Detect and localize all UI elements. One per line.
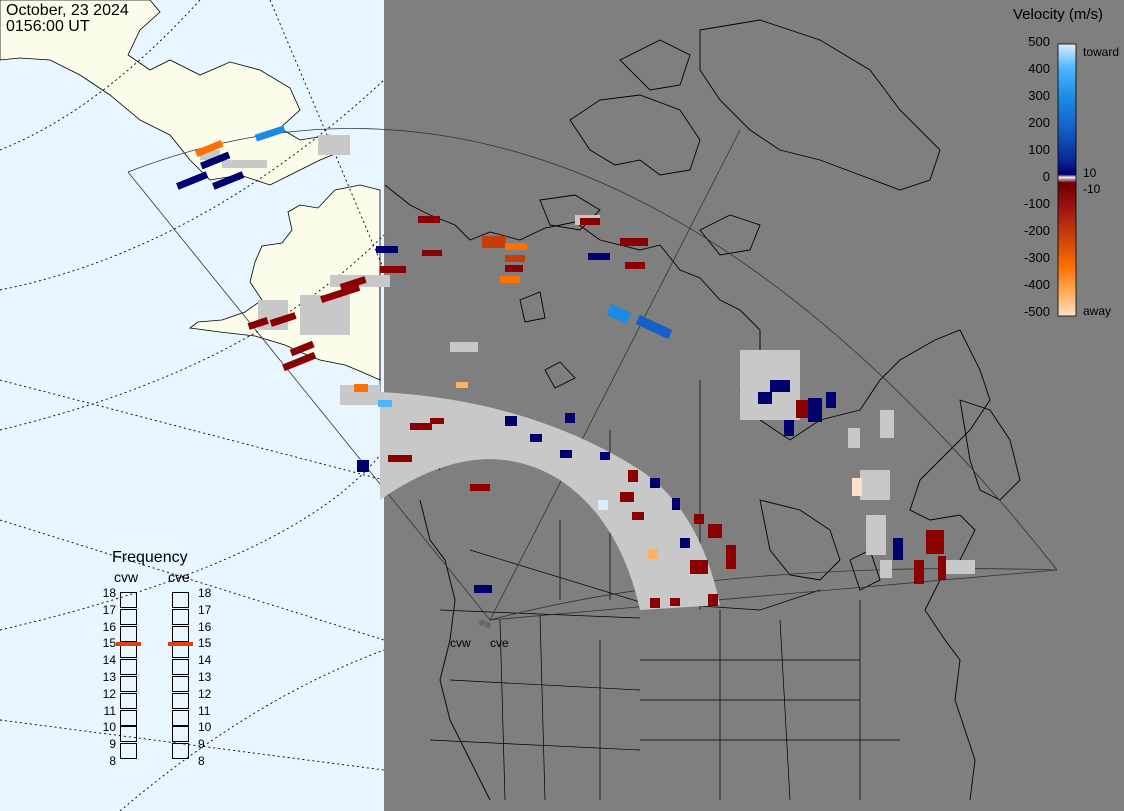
frequency-tick-label: 18 [102, 586, 116, 600]
frequency-tick-label: 12 [198, 686, 212, 701]
site-label-cvw: cvw [450, 636, 471, 650]
frequency-cell [120, 692, 137, 709]
frequency-cell [120, 608, 137, 625]
time-label: 0156:00 UT [6, 18, 90, 35]
colorbar-title: Velocity (m/s) [1013, 6, 1104, 23]
frequency-tick-label: 15 [198, 636, 212, 651]
frequency-cell [120, 592, 137, 608]
frequency-cell [120, 676, 137, 692]
colorbar-tick-300: 300 [1028, 88, 1050, 103]
velocity-returns [176, 125, 946, 608]
frequency-radar-cve: cve [168, 569, 190, 585]
frequency-cell [120, 659, 137, 676]
frequency-tick-label: 15 [102, 636, 116, 651]
frequency-current-marker-cve [168, 642, 193, 647]
colorbar-tick-400: 400 [1028, 61, 1050, 76]
frequency-tick-label: 17 [198, 602, 212, 617]
frequency-title: Frequency [112, 549, 188, 566]
frequency-cell [172, 608, 189, 625]
frequency-tick-label: 9 [198, 737, 205, 752]
frequency-cell [120, 625, 137, 642]
frequency-cell [120, 743, 137, 760]
colorbar-tick-500: 500 [1028, 34, 1050, 49]
frequency-cell [120, 726, 137, 743]
colorbar-tick-100: 100 [1028, 142, 1050, 157]
frequency-tick-label: 8 [198, 754, 205, 768]
frequency-tick-label: 11 [198, 703, 211, 718]
frequency-tick-label: 14 [102, 653, 116, 668]
colorbar-tick-0: 0 [1042, 169, 1050, 184]
frequency-cell [172, 592, 189, 608]
colorbar-tick-200: 200 [1028, 115, 1050, 130]
frequency-tick-label: 18 [198, 586, 212, 600]
colorbar-tick-minus500: -500 [1023, 304, 1050, 319]
frequency-tick-label: 13 [198, 670, 212, 684]
frequency-tick-label: 10 [198, 720, 212, 735]
frequency-tick-label: 9 [109, 737, 116, 752]
frequency-radar-cvw: cvw [114, 569, 139, 585]
colorbar-tick-minus100: -100 [1023, 196, 1050, 211]
frequency-current-marker-cvw [116, 642, 141, 647]
frequency-tick-label: 11 [103, 703, 116, 718]
site-label-cve: cve [490, 636, 509, 650]
coastlines [384, 19, 1021, 801]
radar-fov-outline [127, 128, 1058, 621]
colorbar-away-label: away [1083, 304, 1112, 318]
radar-site-cve [485, 622, 491, 628]
colorbar-toward-label: toward [1083, 45, 1120, 59]
frequency-tick-label: 16 [198, 619, 212, 634]
colorbar-tick-minus10: -10 [1083, 182, 1101, 196]
frequency-tick-label: 13 [102, 670, 116, 684]
frequency-tick-label: 8 [109, 754, 116, 768]
date-label: October, 23 2024 [6, 2, 129, 19]
colorbar-tick-minus400: -400 [1023, 277, 1050, 292]
colorbar-tick-10: 10 [1083, 166, 1097, 180]
frequency-cell [172, 726, 189, 743]
frequency-tick-label: 10 [102, 720, 116, 735]
frequency-cell [172, 625, 189, 642]
radar-site-cvw [479, 620, 485, 626]
velocity-colorbar [1057, 43, 1077, 317]
frequency-cell [172, 659, 189, 676]
colorbar-tick-minus300: -300 [1023, 250, 1050, 265]
frequency-tick-label: 16 [102, 619, 116, 634]
frequency-cell [172, 709, 189, 726]
frequency-cell [172, 743, 189, 760]
frequency-tick-label: 17 [102, 602, 116, 617]
colorbar-tick-minus200: -200 [1023, 223, 1050, 238]
frequency-cell [120, 709, 137, 726]
frequency-cell [172, 692, 189, 709]
frequency-tick-label: 12 [102, 686, 116, 701]
frequency-cell [172, 676, 189, 692]
frequency-tick-label: 14 [198, 653, 212, 668]
